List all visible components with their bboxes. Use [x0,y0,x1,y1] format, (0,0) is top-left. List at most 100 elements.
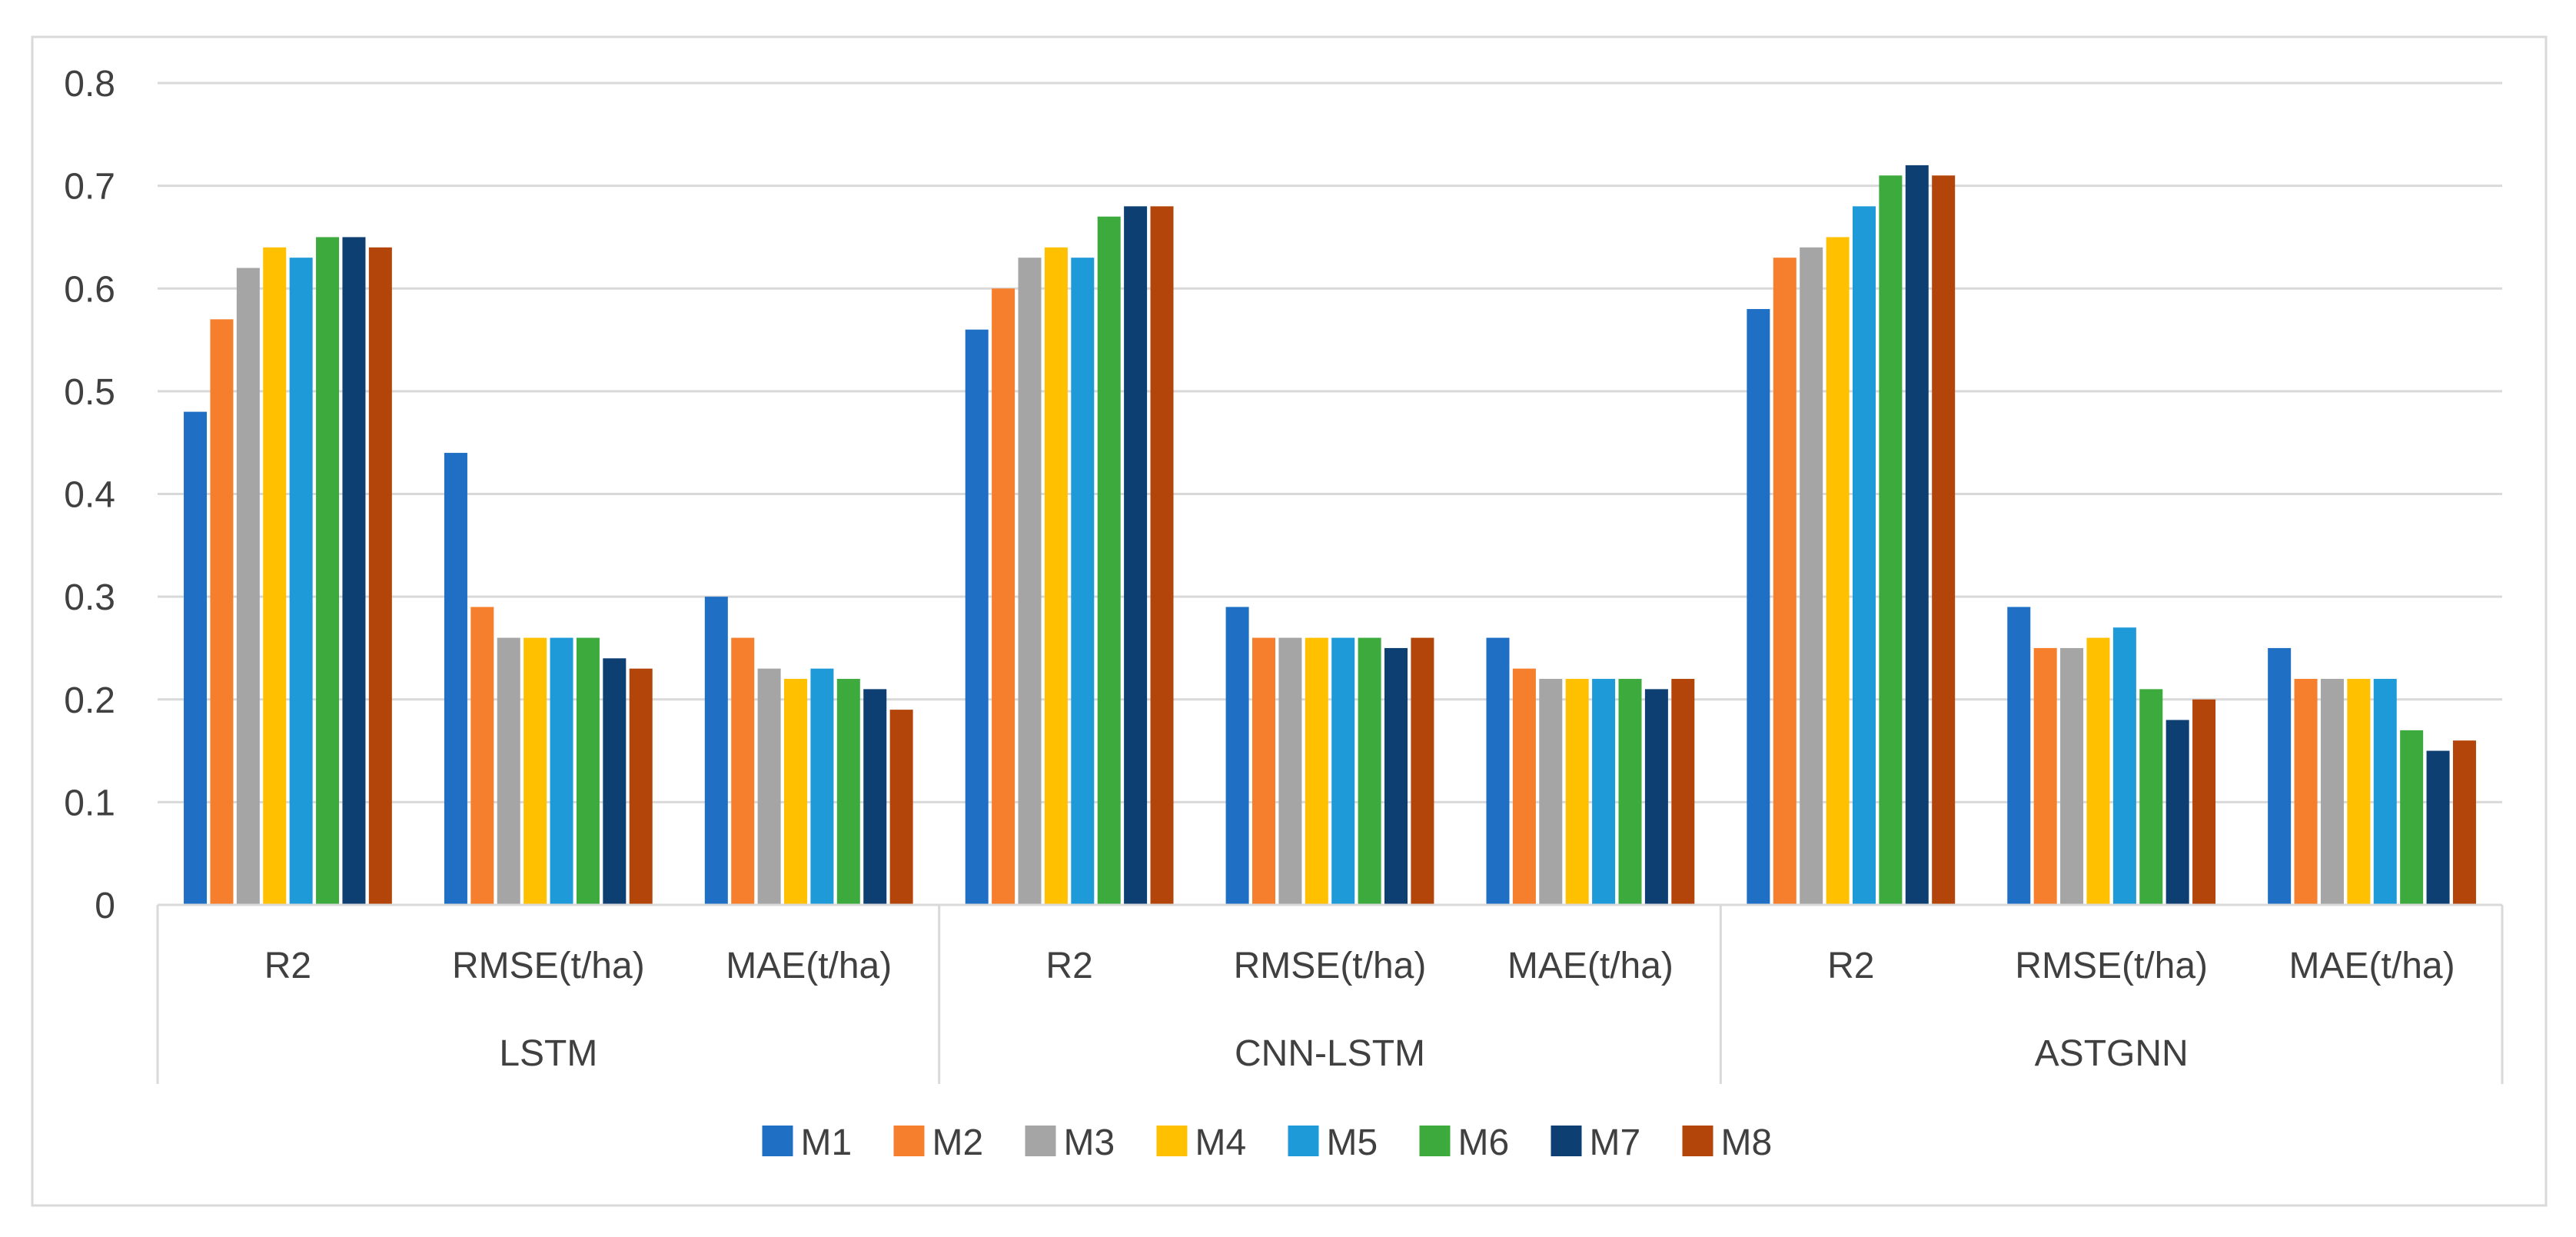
bar-m1 [1747,308,1770,906]
bar-m1 [184,411,208,905]
legend-swatch [1288,1126,1319,1156]
bar-m8 [368,247,392,905]
category-label: RMSE(t/ha) [2015,946,2208,986]
bar-m5 [1592,679,1616,905]
bar-m1 [1225,607,1249,905]
category-label: R2 [1045,946,1092,986]
bar-m6 [2139,689,2163,905]
bar-m5 [2112,627,2136,905]
bar-m1 [965,329,989,905]
group-label: LSTM [499,1033,597,1074]
bar-m7 [1384,647,1408,905]
bar-m3 [497,637,520,905]
y-tick-label: 0.8 [64,64,115,105]
bar-m4 [784,679,808,905]
bar-m7 [1905,165,1929,905]
legend-item-m3: M3 [1025,1122,1115,1163]
legend-label: M4 [1195,1122,1247,1163]
bar-m6 [1879,175,1903,905]
bar-m1 [444,453,467,905]
group-label: CNN-LSTM [1235,1033,1425,1074]
bar-m3 [1278,637,1302,905]
bar-m7 [603,658,627,905]
bar-m4 [2086,637,2110,905]
legend-swatch [1551,1126,1582,1156]
legend-swatch [762,1126,793,1156]
bar-m6 [836,679,860,905]
bar-m3 [1800,247,1823,905]
bar-m7 [342,237,366,905]
bar-m1 [704,597,728,905]
legend-item-m1: M1 [762,1122,853,1163]
bar-m8 [1411,637,1434,905]
bar-m2 [470,607,494,905]
bar-m5 [289,258,313,906]
bar-m8 [1671,679,1695,905]
category-label: RMSE(t/ha) [1234,946,1427,986]
legend-label: M2 [932,1122,984,1163]
bar-m3 [2060,647,2084,905]
chart-frame [31,35,2548,1207]
category-label: R2 [1827,946,1874,986]
bar-m2 [731,637,755,905]
y-tick-label: 0.6 [64,269,115,310]
legend-item-m6: M6 [1419,1122,1510,1163]
x-axis: R2 RMSE(t/ha) MAE(t/ha) LSTM R2 RMSE(t/ha) MAE… [156,903,2504,1084]
legend-label: M7 [1590,1122,1641,1163]
bar-m4 [1826,237,1850,905]
y-tick-label: 0.7 [64,167,115,208]
bar-m6 [1358,637,1381,905]
bar-m2 [1252,637,1275,905]
bar-m8 [2452,740,2476,905]
legend-label: M1 [801,1122,853,1163]
y-tick-label: 0.1 [64,783,115,823]
bar-m1 [2268,647,2292,905]
bar-m5 [550,637,573,905]
legend-item-m8: M8 [1682,1122,1773,1163]
bar-m2 [2294,679,2318,905]
bar-m5 [1331,637,1355,905]
bars [184,165,2476,906]
bar-m7 [2166,720,2189,905]
legend-item-m2: M2 [893,1122,984,1163]
bar-m8 [2192,699,2216,905]
category-label: MAE(t/ha) [2289,946,2455,986]
legend-label: M6 [1458,1122,1510,1163]
bar-m2 [210,319,234,905]
legend-swatch [893,1126,925,1156]
legend-swatch [1025,1126,1056,1156]
bar-m2 [1773,258,1797,906]
bar-m6 [1618,679,1642,905]
category-label: MAE(t/ha) [726,946,892,986]
bar-m7 [2426,750,2450,905]
bar-m5 [810,668,834,905]
bar-m5 [2373,679,2397,905]
bar-m5 [1852,206,1876,906]
y-axis-ticks: 0 0.1 0.2 0.3 0.4 0.5 0.6 0.7 0.8 [64,64,115,926]
bar-m2 [1512,668,1536,905]
bar-m1 [2007,607,2031,905]
bar-m6 [1097,216,1121,905]
legend-item-m5: M5 [1288,1122,1378,1163]
y-tick-label: 0.4 [64,475,115,516]
bar-m6 [2400,730,2424,905]
legend-label: M8 [1721,1122,1773,1163]
gridlines [158,81,2502,906]
bar-m2 [2033,647,2057,905]
bar-m1 [1486,637,1510,905]
legend: M1 M2 M3 M4 M5 M6 M7 M8 [762,1122,1773,1163]
bar-m2 [992,288,1015,905]
bar-m6 [316,237,340,905]
bar-m8 [889,710,913,905]
category-label: MAE(t/ha) [1507,946,1674,986]
legend-swatch [1156,1126,1188,1156]
y-tick-label: 0.2 [64,680,115,721]
bar-m3 [757,668,781,905]
category-label: R2 [264,946,311,986]
legend-item-m7: M7 [1551,1122,1641,1163]
bar-m5 [1071,258,1095,906]
y-tick-label: 0.3 [64,577,115,618]
bar-m3 [236,268,260,905]
bar-m7 [863,689,887,905]
